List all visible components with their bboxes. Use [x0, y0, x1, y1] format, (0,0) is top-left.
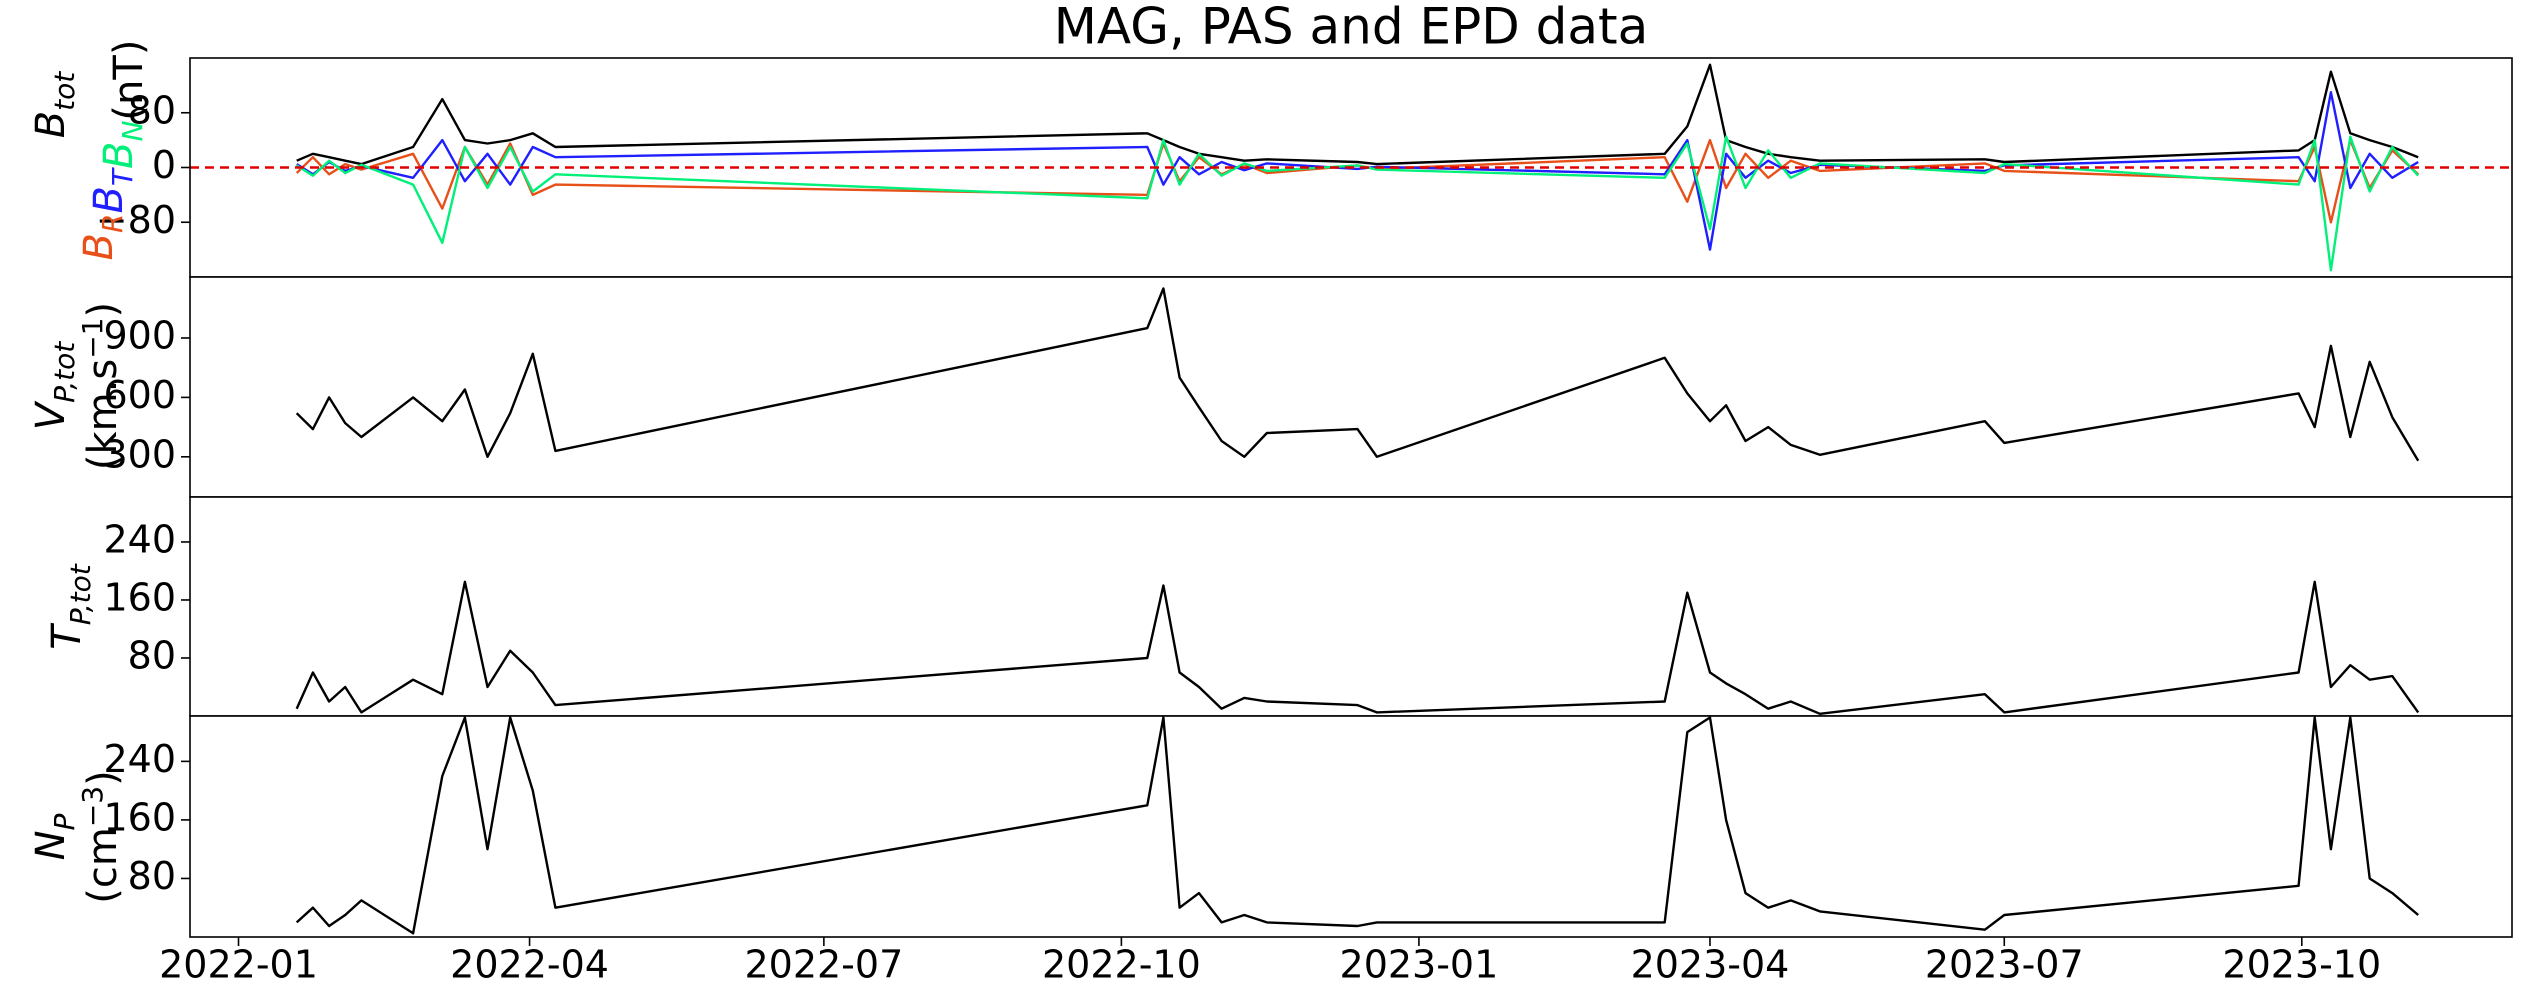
y-tick-label: 80 — [128, 633, 176, 677]
panel-border — [189, 715, 2513, 938]
y-tick-label: 0 — [152, 143, 176, 187]
y-label-subscript: P,tot — [48, 341, 81, 403]
series-line — [295, 716, 2419, 935]
y-unit-superscript: −3 — [76, 786, 109, 827]
y-tick-label: 600 — [103, 373, 176, 417]
y-axis-label: TP,tot — [44, 563, 97, 649]
y-label-subscript: P — [48, 813, 81, 830]
y-tick-label: 160 — [103, 575, 176, 619]
y-unit: (cm — [80, 827, 126, 904]
y-axis-label: NP — [28, 813, 81, 860]
y-label-subscript: tot — [48, 71, 81, 111]
y-tick-label: 80 — [128, 88, 176, 132]
x-tick-label: 2023-10 — [2222, 943, 2381, 987]
y-axis-unit: (cm−3) — [76, 770, 126, 903]
y-tick-label: 300 — [103, 432, 176, 476]
y-label-symbol: T — [44, 622, 90, 650]
y-tick-label: −80 — [96, 198, 176, 242]
plot-area — [295, 63, 2420, 272]
x-tick-label: 2022-04 — [450, 943, 609, 987]
y-tick-label: 240 — [103, 737, 176, 781]
plot-area — [295, 287, 2420, 462]
x-tick-label: 2023-07 — [1925, 943, 2084, 987]
legend-symbol: B — [76, 233, 122, 260]
panel-frame — [190, 716, 2512, 937]
y-unit: (km.s — [80, 359, 126, 470]
series-line — [296, 91, 2419, 251]
y-axis-label: Btot — [28, 71, 81, 139]
y-unit: ) — [80, 302, 126, 318]
y-tick-label: 240 — [103, 517, 176, 561]
y-unit: (nT) — [106, 40, 152, 121]
panel-frame — [190, 497, 2512, 716]
x-tick-label: 2023-01 — [1340, 943, 1499, 987]
legend-subscript: N — [116, 121, 149, 142]
y-label-symbol: B — [28, 111, 74, 138]
y-tick-label: 80 — [128, 854, 176, 898]
legend-symbol: B — [86, 186, 132, 213]
y-label-symbol: V — [28, 400, 74, 430]
y-tick-label: 160 — [103, 795, 176, 839]
panel-frame — [190, 277, 2512, 497]
series-line — [296, 135, 2420, 272]
y-label-subscript: P,tot — [64, 563, 97, 625]
series-line — [295, 580, 2420, 715]
legend-subscript: T — [106, 167, 139, 186]
x-tick-label: 2022-07 — [744, 943, 903, 987]
plot-area — [295, 580, 2420, 715]
legend-symbol: B — [96, 142, 142, 169]
series-line — [296, 63, 2419, 166]
plot-area — [295, 716, 2419, 935]
y-unit-superscript: −1 — [76, 318, 109, 359]
x-tick-label: 2023-04 — [1631, 943, 1790, 987]
y-unit: ) — [80, 770, 126, 786]
y-axis-unit: BRBTBN(nT) — [76, 40, 152, 261]
y-tick-label: 900 — [103, 313, 176, 357]
chart-title: MAG, PAS and EPD data — [1054, 0, 1649, 56]
legend-subscript: R — [96, 214, 129, 233]
series-line — [295, 287, 2420, 462]
y-axis-unit: (km.s−1) — [76, 302, 126, 470]
y-label-symbol: N — [28, 830, 74, 860]
x-tick-label: 2022-10 — [1042, 943, 1201, 987]
y-axis-label: VP,tot — [28, 341, 81, 430]
x-tick-label: 2022-01 — [159, 943, 318, 987]
